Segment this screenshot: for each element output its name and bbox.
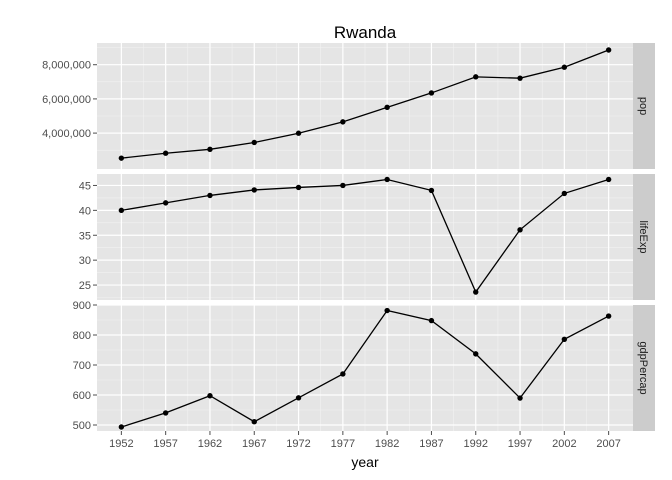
data-point [428,187,435,194]
data-point [517,227,523,233]
data-point [162,150,169,156]
data-point [162,200,169,206]
y-tick-label: 900 [73,300,91,312]
data-point [561,64,568,70]
y-tick-label: 25 [79,280,91,292]
facet-strip-label: gdpPercap [637,341,649,394]
series-line-pop [121,49,609,159]
x-tick-label: 1957 [153,438,177,450]
y-tick-label: 40 [79,205,91,217]
x-tick-label: 1952 [109,438,133,450]
facet-strip [633,174,655,300]
x-tick-label: 1992 [464,438,488,450]
data-point [340,371,346,377]
x-axis-title: year [351,454,379,470]
y-tick-label: 4,000,000 [42,128,91,140]
y-tick-label: 35 [79,230,91,242]
data-point [207,393,213,399]
data-point [517,395,523,401]
x-tick-label: 1972 [286,438,310,450]
data-point [295,395,302,401]
data-point [384,104,390,111]
data-point [340,119,346,125]
data-point [517,75,523,81]
x-tick-label: 1977 [331,438,355,450]
x-tick-label: 2007 [596,438,620,450]
data-point [473,74,479,80]
facet-panels: 4,000,000 6,000,000 8,000,000 pop 25 30 35 40 45… [42,43,655,432]
chart-title: Rwanda [334,23,397,42]
y-tick-label: 600 [73,390,91,402]
y-tick-label: 45 [79,180,91,192]
data-point [118,424,125,430]
x-tick-label: 1997 [508,438,532,450]
x-tick-label: 1962 [198,438,222,450]
data-point [605,47,612,53]
data-point [295,130,302,136]
data-point [118,207,125,214]
y-tick-label: 8,000,000 [42,60,91,72]
data-point [473,289,479,295]
facet-strip-label: lifeExp [637,220,649,253]
y-tick-label: 6,000,000 [42,94,91,106]
x-tick-label: 1967 [242,438,266,450]
data-point [428,317,435,324]
data-point [207,192,213,199]
panel-pop: 4,000,000 6,000,000 8,000,000 pop [42,43,655,169]
data-point [207,146,213,153]
facet-strip [633,43,655,169]
x-tick-label: 2002 [552,438,576,450]
data-point [384,307,390,314]
data-point [561,190,568,197]
data-point [428,90,435,96]
data-point [118,155,125,161]
x-axis: 1952 1957 1962 1967 1972 1977 1982 1987 1992 1997… [109,431,621,450]
facet-strip-label: pop [637,97,649,115]
y-tick-label: 800 [73,330,91,342]
data-point [384,176,390,183]
data-point [340,182,346,189]
facet-strip [633,305,655,431]
data-point [605,313,612,319]
series-line-gdpPercap [121,309,609,428]
data-point [162,410,169,416]
data-point [473,351,479,357]
data-point [251,139,257,146]
x-tick-label: 1982 [375,438,399,450]
panel-lifeExp: 25 30 35 40 45 lifeExp [79,174,655,300]
y-tick-label: 500 [73,420,91,432]
y-tick-label: 30 [79,255,91,267]
panel-gdpPercap: 500 600 700 800 900 gdpPercap [73,300,655,432]
data-point [605,176,612,183]
y-tick-label: 700 [73,360,91,372]
data-point [251,187,257,193]
series-line-lifeExp [121,178,609,294]
data-point [295,184,302,191]
data-point [561,336,568,342]
data-point [251,419,257,425]
x-tick-label: 1987 [419,438,443,450]
